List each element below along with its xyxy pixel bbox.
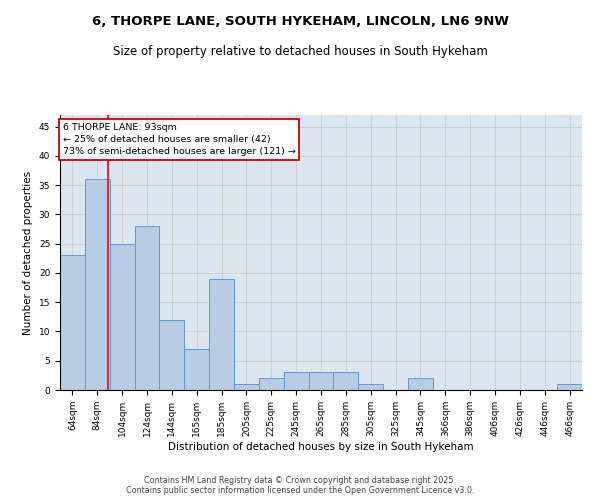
Y-axis label: Number of detached properties: Number of detached properties [23, 170, 33, 334]
Bar [160, 320, 184, 390]
X-axis label: Distribution of detached houses by size in South Hykeham: Distribution of detached houses by size … [168, 442, 474, 452]
Bar [110, 244, 134, 390]
Bar [234, 384, 259, 390]
Text: 6 THORPE LANE: 93sqm
← 25% of detached houses are smaller (42)
73% of semi-detac: 6 THORPE LANE: 93sqm ← 25% of detached h… [62, 123, 295, 156]
Text: 6, THORPE LANE, SOUTH HYKEHAM, LINCOLN, LN6 9NW: 6, THORPE LANE, SOUTH HYKEHAM, LINCOLN, … [91, 15, 509, 28]
Bar [259, 378, 284, 390]
Bar [60, 256, 85, 390]
Text: Contains HM Land Registry data © Crown copyright and database right 2025.
Contai: Contains HM Land Registry data © Crown c… [126, 476, 474, 495]
Bar [358, 384, 383, 390]
Bar [334, 372, 358, 390]
Bar [408, 378, 433, 390]
Text: Size of property relative to detached houses in South Hykeham: Size of property relative to detached ho… [113, 45, 487, 58]
Bar [308, 372, 334, 390]
Bar [184, 349, 209, 390]
Bar [134, 226, 160, 390]
Bar [85, 180, 110, 390]
Bar [209, 279, 234, 390]
Bar [284, 372, 308, 390]
Bar [557, 384, 582, 390]
